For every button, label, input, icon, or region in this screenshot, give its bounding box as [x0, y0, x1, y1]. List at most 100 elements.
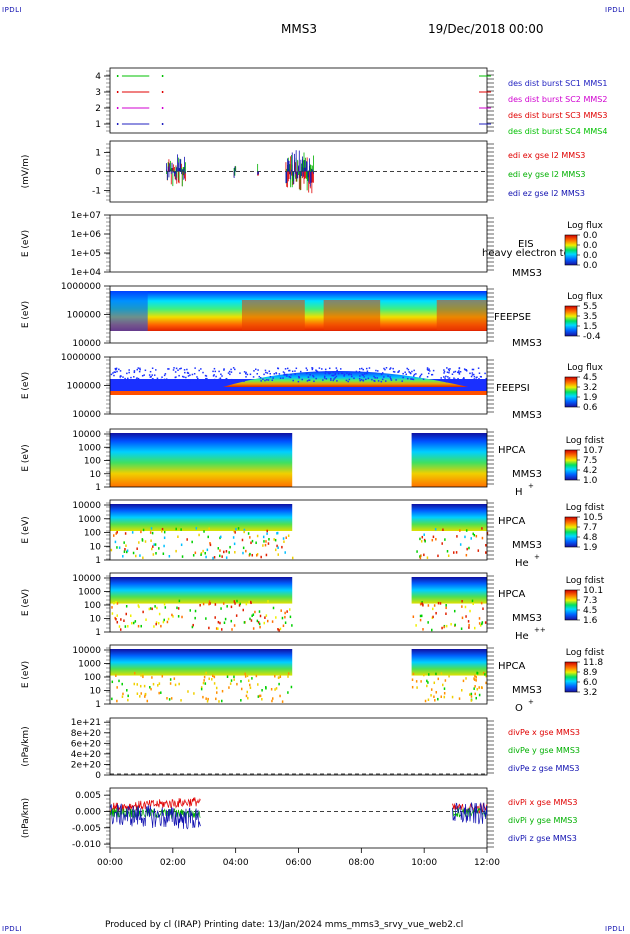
feepsi-data-point	[316, 370, 319, 373]
hpca_hepp-data-point	[267, 600, 269, 603]
hpca_he-data-point	[249, 552, 251, 556]
hpca_hepp-data-point	[164, 606, 167, 609]
hpca_he-data-point	[276, 532, 278, 535]
feepsi-data-point	[473, 378, 476, 380]
feepsi-data-point	[219, 377, 222, 379]
hpca_hepp-data-point	[445, 612, 447, 616]
hpca_o-data-point	[136, 692, 139, 695]
divpi-tick-label: -0.010	[72, 840, 101, 850]
feepsi-data-point	[149, 370, 152, 373]
hpca_o-data-point	[261, 697, 263, 701]
burst-tick-label: 1	[95, 120, 101, 130]
hpca_hepp-data-point	[138, 605, 140, 609]
hpca_he-data-point	[162, 552, 165, 555]
hpca_o-data-point	[485, 674, 487, 678]
hpca_hepp-data-point	[163, 602, 166, 606]
hpca_o-spectrogram	[110, 649, 293, 676]
hpca_o-data-point	[211, 678, 213, 681]
hpca_o-data-point	[258, 694, 261, 698]
divpe-tick-label: 0	[95, 771, 101, 781]
hpca_hepp-data-point	[259, 625, 261, 629]
hpca_hepp-data-point	[243, 621, 246, 624]
hpca_hepp-data-point	[115, 617, 117, 621]
feepsi-data-point	[374, 380, 376, 382]
hpca_o-data-point	[427, 673, 430, 676]
hpca_he-data-point	[446, 549, 449, 553]
hpca_o-data-point	[193, 692, 195, 695]
feepsi-data-point	[245, 376, 247, 378]
hpca_hepp-data-point	[248, 600, 250, 604]
feepsi-data-point	[381, 378, 384, 381]
hpca_h-species: H	[515, 487, 523, 498]
burst-tick-label: 3	[95, 88, 101, 98]
feepsi-data-point	[406, 367, 408, 370]
hpca_hepp-data-point	[266, 619, 269, 623]
hpca_o-data-point	[462, 679, 465, 683]
feepse-spectrogram	[436, 300, 487, 330]
feepsi-data-point	[174, 379, 177, 382]
feepsi-data-point	[405, 373, 407, 376]
hpca_hepp-data-point	[249, 617, 251, 621]
feepsi-data-point	[353, 377, 355, 380]
hpca_he-data-point	[475, 534, 478, 538]
feepsi-data-point	[361, 373, 364, 376]
feepsi-data-point	[257, 369, 259, 371]
hpca_he-data-point	[243, 528, 246, 532]
hpca_he-data-point	[282, 537, 285, 540]
feepsi-data-point	[205, 375, 208, 377]
feepse-spectrogram	[323, 300, 381, 330]
feepsi-data-point	[256, 373, 258, 375]
hpca_o-data-point	[144, 695, 146, 698]
hpca_o-data-point	[478, 686, 480, 689]
feepsi-data-point	[322, 379, 324, 381]
feepsi-data-point	[384, 368, 386, 371]
feepsi-data-point	[358, 377, 361, 380]
hpca_he-data-point	[225, 556, 228, 559]
hpca_o-data-point	[473, 687, 475, 690]
hpca_o-data-point	[430, 688, 433, 691]
hpca_o-data-point	[202, 695, 204, 699]
feepsi-data-point	[122, 379, 125, 382]
feepsi-data-point	[160, 378, 163, 381]
hpca_hepp-data-point	[222, 602, 225, 605]
hpca_o-data-point	[443, 692, 446, 695]
hpca_hepp-data-point	[441, 626, 443, 630]
edi-legend: edi ex gse l2 MMS3	[508, 151, 585, 160]
hpca_hepp-data-point	[178, 599, 181, 603]
feepsi-data-point	[313, 380, 315, 383]
hpca_hepp-data-point	[192, 623, 194, 627]
hpca_hepp-data-point	[111, 612, 114, 615]
hpca_hepp-data-point	[223, 621, 226, 625]
hpca_he-data-point	[464, 535, 466, 539]
feepsi-data-point	[381, 372, 384, 374]
feepsi-data-point	[273, 373, 276, 375]
hpca_he-data-point	[232, 536, 235, 539]
feepsi-data-point	[193, 373, 196, 375]
hpca_he-data-point	[192, 554, 195, 557]
hpca_hepp-data-point	[230, 605, 233, 609]
feepsi-data-point	[223, 369, 225, 371]
feepsi-data-point	[363, 376, 365, 378]
hpca_he-data-point	[181, 555, 184, 558]
hpca_hepp-data-point	[140, 624, 142, 628]
feepsi-data-point	[324, 368, 327, 371]
feepsi-data-point	[365, 367, 368, 370]
hpca_hepp-data-point	[279, 627, 282, 631]
hpca_o-data-point	[246, 674, 249, 678]
feepsi-data-point	[233, 380, 235, 383]
feepsi-colorbar-tick-label: 1.9	[583, 393, 598, 403]
hpca_hepp-data-point	[217, 620, 220, 624]
divpi-legend: divPi x gse MMS3	[508, 798, 577, 807]
hpca_he-data-point	[459, 543, 462, 546]
hpca_o-data-point	[116, 699, 118, 703]
feepsi-data-point	[315, 369, 317, 371]
hpca_he-data-point	[217, 547, 220, 550]
hpca_hepp-data-point	[289, 615, 292, 619]
hpca_o-data-point	[116, 686, 118, 689]
eis-colorbar-tick-label: 0.0	[583, 261, 598, 271]
hpca_o-data-point	[213, 675, 216, 679]
hpca_h-colorbar-tick-label: 7.5	[583, 456, 597, 466]
burst-panel-frame	[109, 67, 488, 134]
hpca_hepp-tick-label: 10000	[72, 574, 101, 584]
feepsi-data-point	[462, 378, 465, 380]
